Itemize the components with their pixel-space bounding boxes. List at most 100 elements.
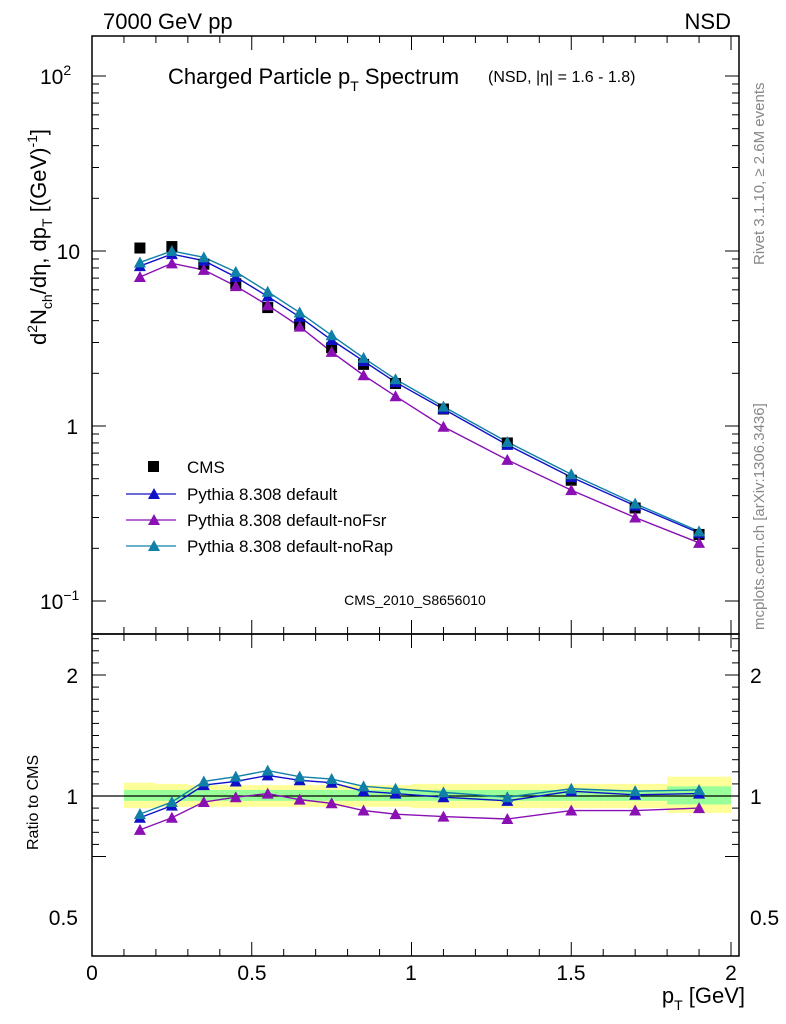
point-pythia-8-308-default-nofsr [437,420,450,432]
point-pythia-8-308-default-norap [357,351,370,363]
legend-marker-default [148,488,160,499]
ratio-point-pythia-8-308-default-nofsr [357,804,370,816]
legend-label-default: Pythia 8.308 default [187,485,338,504]
ratio-point-pythia-8-308-default-norap [629,785,642,797]
process-label: NSD [685,9,731,34]
uncertainty-band-inner [155,789,188,801]
point-pythia-8-308-default-norap [629,497,642,509]
ratio-point-pythia-8-308-default-norap [293,770,306,782]
point-pythia-8-308-default-nofsr [197,263,210,275]
point-pythia-8-308-default-norap [501,436,514,448]
analysis-watermark: CMS_2010_S8656010 [344,592,486,608]
title-tail: Spectrum [359,64,459,89]
ratio-point-pythia-8-308-default-nofsr [165,811,178,823]
ratio-point-pythia-8-308-default-norap [325,773,338,785]
point-pythia-8-308-default-norap [165,245,178,256]
point-pythia-8-308-default-norap [693,525,706,537]
point-pythia-8-308-default-norap [261,285,274,297]
ratio-point-pythia-8-308-default-nofsr [565,804,578,816]
point-pythia-8-308-default-norap [197,251,210,263]
xtick-1: 1 [405,962,417,985]
ratio-point-pythia-8-308-default-norap [501,791,514,803]
legend-label-norap: Pythia 8.308 default-noRap [187,537,393,556]
legend-label-nofsr: Pythia 8.308 default-noFsr [187,511,387,530]
ratio-line-pythia-8-308-default [139,774,700,819]
point-cms [134,242,146,254]
ratio-point-pythia-8-308-default-norap [565,782,578,794]
mcplots-label: mcplots.cern.ch [arXiv:1306.3436] [751,403,768,630]
ratio-panel: Ratio to CMS 2 1 0.5 2 1 0.5 0 0.5 1 1.5… [25,633,779,1013]
ratio-ytick-1-right: 1 [750,786,762,809]
ratio-point-pythia-8-308-default-nofsr [437,810,450,822]
point-pythia-8-308-default-nofsr [629,511,642,523]
xtick-1p5: 1.5 [556,962,585,985]
ytick-0p1: 10−1 [40,587,80,614]
ytick-10: 10 [57,241,80,264]
ratio-frame [91,633,740,957]
ratio-xlabel: pT [GeV] [662,983,745,1013]
main-series [133,241,706,548]
main-ylabel: d2Nch/dη, dpT [(GeV)-1] [24,129,55,345]
uncertainty-band-inner [187,789,220,801]
ratio-point-pythia-8-308-default-norap [229,770,242,782]
ratio-point-pythia-8-308-default-norap [357,780,370,792]
ratio-point-pythia-8-308-default-norap [133,808,146,820]
ratio-ticks [91,634,739,956]
point-pythia-8-308-default-nofsr [293,320,306,332]
legend-marker-cms [148,461,159,472]
point-pythia-8-308-default-nofsr [165,257,178,269]
rivet-label: Rivet 3.1.10, ≥ 2.6M events [751,83,768,266]
point-pythia-8-308-default-nofsr [229,280,242,292]
ytick-100: 102 [40,62,71,89]
point-pythia-8-308-default-nofsr [357,369,370,381]
ratio-ytick-2-right: 2 [750,665,762,688]
ratio-point-pythia-8-308-default-nofsr [261,787,274,799]
ratio-point-pythia-8-308-default-nofsr [389,808,402,820]
ratio-ylabel: Ratio to CMS [25,755,42,850]
ratio-point-pythia-8-308-default-nofsr [133,823,146,835]
ratio-point-pythia-8-308-default-norap [389,782,402,794]
title-sub: T [350,78,359,94]
xtick-0: 0 [86,962,98,985]
ratio-series [133,764,706,835]
ratio-point-pythia-8-308-default-norap [261,764,274,776]
point-pythia-8-308-default-norap [229,265,242,277]
ratio-point-pythia-8-308-default-nofsr [293,793,306,805]
ratio-line-pythia-8-308-default-nofsr [139,792,700,831]
legend-marker-nofsr [148,514,160,525]
ratio-point-pythia-8-308-default-norap [197,775,210,787]
series-line-pythia-8-308-default-nofsr [139,262,700,544]
point-pythia-8-308-default-nofsr [133,271,146,283]
main-panel: Charged Particle pT Spectrum (NSD, |η| =… [24,35,740,635]
xtick-2: 2 [725,962,737,985]
legend-label-cms: CMS [187,458,225,477]
point-pythia-8-308-default-norap [389,373,402,385]
ytick-1: 1 [66,416,78,439]
point-pythia-8-308-default-nofsr [261,299,274,311]
point-pythia-8-308-default-norap [565,468,578,480]
title-extra: (NSD, |η| = 1.6 - 1.8) [488,69,635,86]
energy-label: 7000 GeV pp [103,9,233,34]
point-pythia-8-308-default-norap [133,256,146,268]
legend: CMS Pythia 8.308 default Pythia 8.308 de… [126,458,393,556]
main-title: Charged Particle pT Spectrum [168,64,459,94]
ratio-ytick-0p5-right: 0.5 [750,907,779,930]
point-pythia-8-308-default-norap [437,400,450,412]
ratio-point-pythia-8-308-default-nofsr [693,802,706,814]
point-pythia-8-308-default-nofsr [693,536,706,548]
legend-marker-norap [148,540,160,551]
ratio-point-pythia-8-308-default-nofsr [325,797,338,809]
point-pythia-8-308-default-nofsr [501,453,514,465]
ratio-line-pythia-8-308-default-norap [139,769,700,815]
ratio-point-pythia-8-308-default-nofsr [501,812,514,824]
ratio-point-pythia-8-308-default-nofsr [197,796,210,808]
ratio-ytick-1: 1 [66,786,78,809]
point-pythia-8-308-default-nofsr [389,390,402,402]
ratio-ytick-2: 2 [66,665,78,688]
main-ticks [91,36,739,634]
ratio-point-pythia-8-308-default-norap [693,783,706,795]
point-pythia-8-308-default-nofsr [565,484,578,496]
ratio-point-pythia-8-308-default-norap [437,786,450,798]
point-pythia-8-308-default-nofsr [325,345,338,357]
